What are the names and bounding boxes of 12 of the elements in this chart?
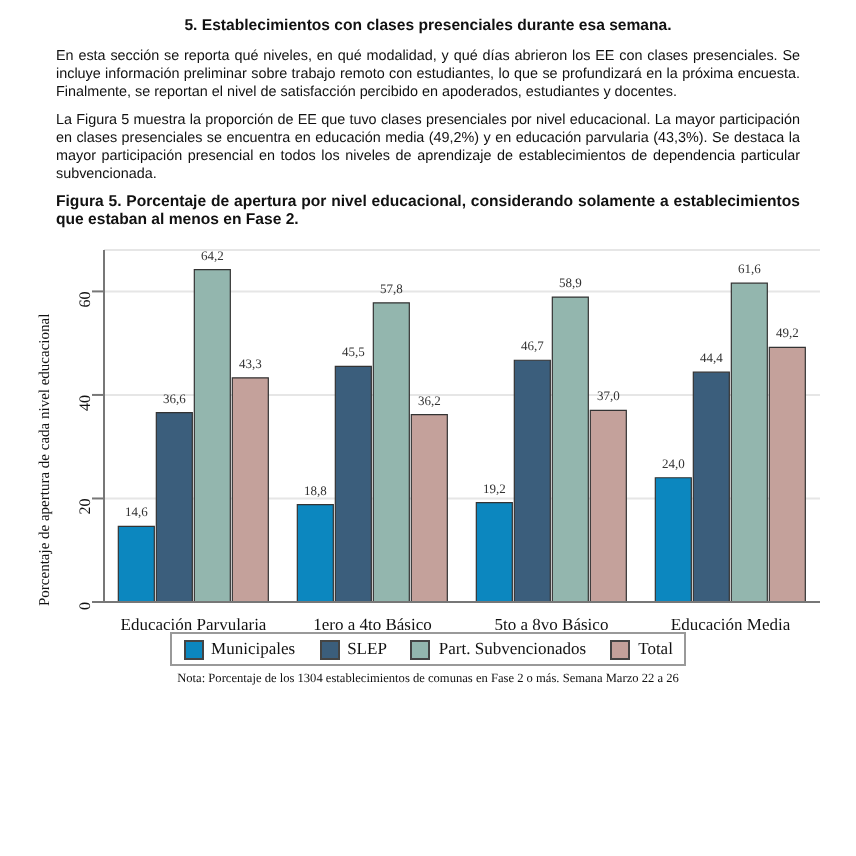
x-tick-label: Educación Parvularia <box>120 614 267 635</box>
y-tick-label: 20 <box>75 498 94 515</box>
legend-label: Municipales <box>209 638 296 660</box>
y-tick-label: 60 <box>75 291 94 308</box>
legend-label: SLEP <box>345 638 387 660</box>
legend-label: Total <box>636 638 673 660</box>
y-tick-label: 0 <box>75 602 94 611</box>
x-tick-label: 5to a 8vo Básico <box>494 614 609 635</box>
x-tick-label: 1ero a 4to Básico <box>313 614 432 635</box>
legend-label: Part. Subvencionados <box>436 638 587 660</box>
y-tick-label: 40 <box>75 395 94 412</box>
x-tick-label: Educación Media <box>670 614 791 635</box>
